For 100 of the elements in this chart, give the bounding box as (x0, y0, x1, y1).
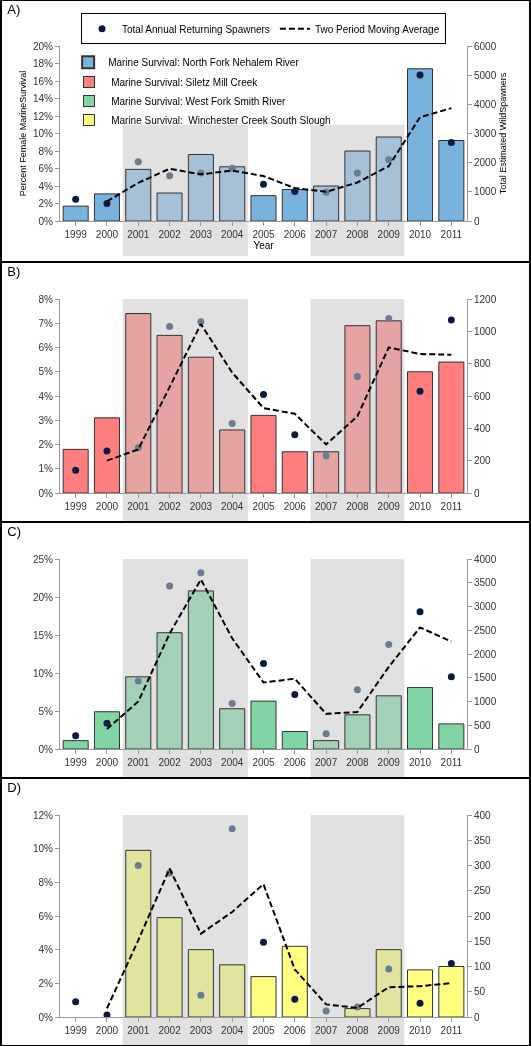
point (447, 139, 455, 147)
point (228, 419, 236, 427)
y2-tick-label: 200 (474, 455, 492, 467)
point (385, 314, 393, 322)
bar (281, 731, 308, 749)
point (291, 995, 299, 1003)
bar (219, 166, 246, 221)
y-tick-label: 20% (32, 591, 54, 603)
point (72, 998, 80, 1006)
point (353, 686, 361, 694)
y-tick-label: 18% (32, 58, 54, 69)
y-tick-label: 5% (38, 705, 54, 717)
x-tick-label: 2008 (346, 229, 369, 240)
y2-tick-label: 0 (474, 215, 480, 227)
point (416, 71, 424, 79)
point (72, 195, 80, 203)
bar (281, 945, 308, 1017)
point (322, 452, 330, 460)
point (166, 582, 174, 590)
x-tick-label: 2004 (221, 501, 244, 512)
bar (219, 429, 246, 493)
point (260, 180, 267, 188)
bar (125, 676, 152, 749)
y-tick-label: 8% (38, 293, 54, 305)
bar (156, 632, 183, 749)
y-tick-label: 3% (38, 414, 54, 426)
bar (93, 417, 120, 493)
y2-tick-label: 50 (474, 986, 486, 998)
bar (156, 917, 183, 1017)
point (322, 1007, 330, 1015)
y2-tick-label: 100 (474, 961, 492, 972)
x-tick-label: 2006 (283, 757, 307, 768)
point (166, 322, 174, 330)
point (134, 677, 142, 685)
x-tick-label: 2003 (189, 757, 213, 768)
y-tick-label: 6% (38, 342, 54, 353)
point (385, 641, 393, 648)
y2-tick-label: 400 (474, 809, 492, 821)
y2-tick-label: 400 (474, 422, 492, 434)
y-tick-label: 12% (32, 809, 54, 821)
point (228, 699, 236, 707)
y-axis-title: Percent Female MarineSurvival (18, 70, 29, 197)
bar (344, 1008, 371, 1017)
bar (62, 205, 89, 221)
point (197, 318, 205, 326)
y-tick-label: 16% (32, 75, 54, 87)
x-tick-label: 2011 (440, 757, 463, 768)
bar (344, 714, 371, 749)
y2-tick-label: 2500 (474, 624, 497, 636)
x-tick-label: 2006 (283, 229, 307, 240)
point (353, 169, 361, 177)
x-tick-label: 2000 (95, 229, 119, 240)
x-tick-label: 2007 (314, 229, 338, 240)
x-tick-label: 2010 (408, 501, 432, 512)
y2-tick-label: 5000 (474, 69, 497, 81)
y2-tick-label: 1200 (474, 293, 497, 305)
y2-tick-label: 0 (474, 743, 480, 755)
bar (313, 451, 340, 493)
y-tick-label: 0% (38, 1011, 54, 1023)
y-tick-label: 0% (38, 743, 54, 755)
x-tick-label: 2008 (346, 757, 369, 768)
point (447, 316, 455, 324)
bar (156, 192, 183, 221)
y-tick-label: 6% (38, 163, 54, 174)
y-tick-label: 4% (38, 180, 54, 192)
bar (125, 313, 152, 493)
point (103, 447, 111, 455)
y2-tick-label: 1500 (474, 672, 497, 684)
bar (407, 371, 434, 493)
point (385, 965, 393, 973)
y2-tick-label: 1000 (474, 325, 497, 337)
point (197, 991, 205, 999)
y-tick-label: 10% (32, 128, 54, 139)
point (166, 172, 174, 180)
point (385, 156, 393, 164)
y-tick-label: 1% (38, 463, 54, 475)
bar (281, 451, 308, 493)
bar (250, 414, 277, 493)
y-tick-label: 7% (38, 317, 54, 329)
bar (250, 700, 277, 749)
bar (187, 154, 214, 221)
x-tick-label: 1999 (64, 757, 88, 768)
bar (62, 740, 89, 749)
legend-label: Total Annual Returning Spawners (122, 23, 270, 35)
x-tick-label: 2010 (408, 1025, 432, 1036)
x-tick-label: 2011 (440, 229, 463, 240)
y2-tick-label: 200 (474, 910, 492, 922)
x-tick-label: 2001 (127, 501, 150, 512)
x-axis-title: Year (253, 240, 275, 251)
legend-label: Marine Survival: North Fork Nehalem River (108, 57, 300, 69)
x-tick-label: 2004 (221, 1025, 244, 1036)
x-tick-label: 1999 (64, 501, 88, 512)
y2-tick-label: 600 (474, 390, 492, 402)
chart-title: D) (7, 780, 21, 796)
point (72, 732, 80, 740)
x-tick-label: 2009 (377, 229, 401, 240)
x-tick-label: 2003 (189, 229, 213, 240)
y-tick-label: 4% (38, 390, 54, 402)
x-tick-label: 1999 (64, 1025, 88, 1036)
x-tick-label: 2005 (252, 501, 276, 512)
